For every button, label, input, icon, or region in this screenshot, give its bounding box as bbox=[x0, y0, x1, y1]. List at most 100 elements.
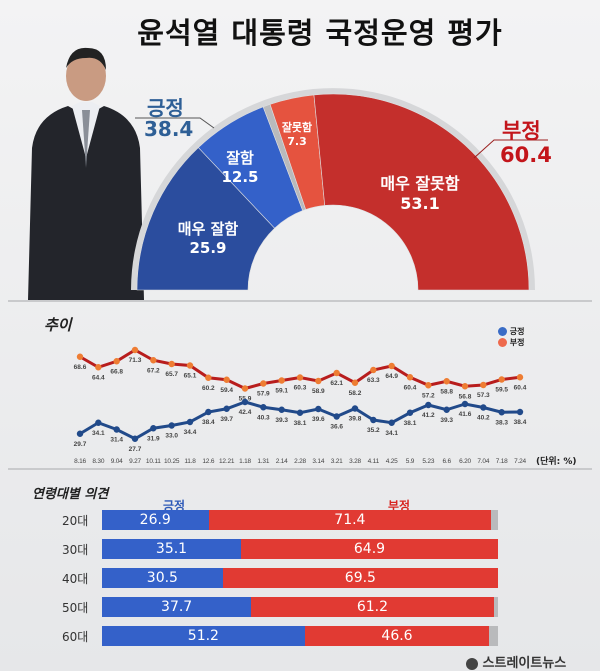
negative-point bbox=[425, 382, 432, 389]
legend-negative: 부정 bbox=[498, 337, 525, 348]
negative-data-label: 57.2 bbox=[422, 392, 435, 399]
x-tick-label: 7.04 bbox=[477, 458, 489, 465]
negative-data-label: 57.9 bbox=[257, 391, 270, 398]
positive-point bbox=[296, 409, 304, 416]
x-tick-label: 12.6 bbox=[202, 458, 214, 465]
trend-chart: 68.664.466.871.367.265.765.160.259.455.9… bbox=[74, 346, 527, 465]
positive-data-label: 34.4 bbox=[184, 429, 197, 436]
negative-data-label: 59.4 bbox=[220, 387, 233, 394]
negative-point bbox=[260, 380, 267, 387]
no-answer-bar bbox=[493, 597, 498, 617]
negative-point bbox=[278, 377, 285, 384]
positive-data-label: 38.1 bbox=[294, 420, 307, 427]
negative-data-label: 57.3 bbox=[477, 392, 490, 399]
positive-value: 38.4 bbox=[144, 117, 194, 141]
positive-bar: 30.5 bbox=[102, 568, 223, 588]
age-label: 40대 bbox=[62, 572, 89, 586]
positive-point bbox=[205, 408, 212, 416]
negative-data-label: 68.6 bbox=[74, 364, 87, 371]
age-section-label: 연령대별 의견 bbox=[32, 487, 109, 502]
negative-data-label: 64.9 bbox=[385, 373, 398, 380]
negative-point bbox=[150, 357, 157, 364]
positive-point bbox=[223, 405, 230, 412]
positive-point bbox=[113, 426, 120, 433]
positive-point bbox=[278, 406, 285, 413]
positive-bar: 37.7 bbox=[102, 597, 252, 617]
age-positive-header: 긍정 bbox=[163, 499, 186, 513]
x-tick-label: 5.23 bbox=[422, 458, 434, 465]
positive-data-label: 27.7 bbox=[129, 446, 142, 453]
negative-point bbox=[370, 366, 377, 374]
negative-point bbox=[76, 353, 84, 360]
positive-point bbox=[370, 416, 377, 424]
positive-point bbox=[388, 419, 395, 426]
positive-data-label: 41.6 bbox=[459, 411, 472, 418]
negative-data-label: 58.2 bbox=[349, 390, 362, 397]
positive-data-label: 40.2 bbox=[477, 415, 490, 422]
negative-data-label: 65.1 bbox=[184, 373, 197, 380]
x-tick-label: 8.30 bbox=[92, 458, 104, 465]
positive-leader-line bbox=[135, 117, 215, 129]
positive-data-label: 41.2 bbox=[422, 412, 435, 419]
age-label: 60대 bbox=[62, 630, 89, 644]
x-tick-label: 1.31 bbox=[257, 458, 269, 465]
negative-point bbox=[406, 374, 414, 381]
x-tick-label: 3.21 bbox=[331, 458, 343, 465]
negative-data-label: 66.8 bbox=[110, 368, 123, 375]
legend-positive: 긍정 bbox=[498, 326, 525, 337]
negative-point bbox=[461, 383, 469, 390]
negative-data-label: 64.4 bbox=[92, 374, 105, 381]
page-title: 윤석열 대통령 국정운영 평가 bbox=[137, 16, 503, 50]
x-tick-label: 6.20 bbox=[459, 458, 471, 465]
negative-point bbox=[296, 374, 304, 381]
age-row: 40대 30.5 69.5 bbox=[0, 568, 540, 588]
negative-point bbox=[131, 346, 139, 354]
negative-data-label: 71.3 bbox=[129, 357, 142, 364]
positive-point bbox=[168, 422, 175, 429]
approval-donut bbox=[131, 88, 548, 291]
positive-data-label: 29.7 bbox=[74, 441, 87, 448]
positive-data-label: 39.3 bbox=[275, 417, 288, 424]
positive-point bbox=[131, 435, 139, 442]
legend: 긍정 부정 bbox=[498, 326, 525, 348]
negative-label: 부정 bbox=[502, 119, 541, 143]
negative-point bbox=[315, 377, 322, 385]
x-tick-label: 2.14 bbox=[276, 458, 288, 465]
positive-point bbox=[406, 409, 414, 416]
divider bbox=[8, 468, 592, 470]
positive-data-label: 36.6 bbox=[330, 424, 343, 431]
negative-bar: 46.6 bbox=[304, 626, 490, 646]
positive-point bbox=[260, 404, 267, 411]
negative-data-label: 62.1 bbox=[330, 380, 343, 387]
positive-data-label: 31.4 bbox=[110, 437, 123, 444]
negative-data-label: 58.8 bbox=[440, 388, 453, 395]
x-tick-label: 7.24 bbox=[514, 458, 526, 465]
negative-point bbox=[241, 385, 249, 392]
negative-bar: 69.5 bbox=[222, 568, 498, 588]
age-negative-header: 부정 bbox=[388, 499, 411, 513]
negative-data-label: 63.3 bbox=[367, 377, 380, 384]
x-tick-label: 4.11 bbox=[368, 458, 380, 465]
negative-point bbox=[186, 362, 194, 369]
x-tick-label: 9.27 bbox=[129, 458, 141, 465]
positive-point bbox=[461, 400, 469, 408]
positive-data-label: 34.1 bbox=[92, 430, 105, 437]
positive-data-label: 39.3 bbox=[440, 417, 453, 424]
negative-bar: 61.2 bbox=[251, 597, 494, 617]
x-tick-label: 4.25 bbox=[386, 458, 398, 465]
negative-data-label: 59.5 bbox=[495, 387, 508, 394]
negative-data-label: 60.3 bbox=[294, 385, 307, 392]
positive-data-label: 38.4 bbox=[514, 419, 527, 426]
positive-point bbox=[76, 430, 84, 437]
x-tick-label: 10.25 bbox=[164, 458, 180, 465]
divider bbox=[8, 300, 592, 302]
x-tick-label: 10.11 bbox=[146, 458, 161, 465]
segment-good: 잘함 12.5 bbox=[221, 149, 259, 186]
trend-section-label: 추이 bbox=[44, 316, 72, 334]
x-tick-label: 3.14 bbox=[312, 458, 324, 465]
positive-point bbox=[95, 419, 102, 426]
negative-data-label: 58.9 bbox=[312, 388, 325, 395]
negative-point bbox=[516, 374, 524, 381]
negative-line bbox=[79, 348, 521, 391]
segment-very-bad: 매우 잘못함 53.1 bbox=[380, 174, 460, 213]
